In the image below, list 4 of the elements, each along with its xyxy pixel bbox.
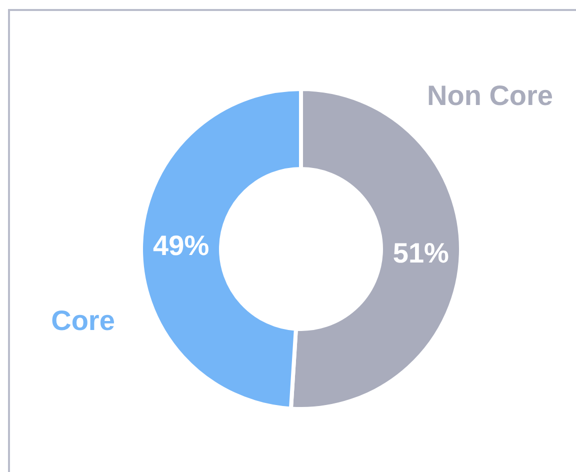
data-label: 51% [392, 238, 450, 269]
slice-label: Core [51, 304, 115, 336]
data-label: 49% [153, 230, 210, 262]
slice-label: Non Core [427, 80, 553, 111]
